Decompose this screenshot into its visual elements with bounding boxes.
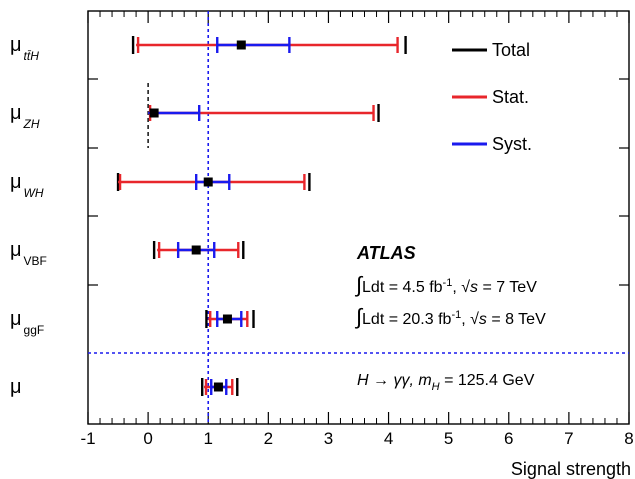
- x-axis-label: Signal strength: [511, 459, 631, 479]
- x-tick-label: 7: [564, 429, 573, 448]
- x-tick-label: -1: [80, 429, 95, 448]
- experiment-label: ATLAS: [356, 243, 416, 263]
- luminosity-7tev-label: ∫Ldt = 4.5 fb-1, √s = 7 TeV: [354, 272, 537, 297]
- plot-frame: [87, 10, 630, 425]
- measurement-row: [131, 36, 407, 54]
- x-tick-label: 0: [143, 429, 152, 448]
- measurement-row: [116, 173, 311, 191]
- row-label: μ WH: [10, 171, 44, 200]
- luminosity-8tev-label: ∫Ldt = 20.3 fb-1, √s = 8 TeV: [354, 304, 546, 329]
- row-label: μ ggF: [10, 308, 44, 337]
- legend-label: Total: [492, 40, 530, 60]
- central-value-marker: [222, 314, 232, 324]
- x-tick-label: 4: [384, 429, 393, 448]
- row-label: μ VBF: [10, 239, 47, 268]
- x-tick-label: 3: [324, 429, 333, 448]
- legend-label: Stat.: [492, 87, 529, 107]
- central-value-marker: [191, 245, 201, 255]
- measurement-row: [201, 378, 239, 396]
- row-label: μ ZH: [10, 102, 40, 131]
- x-tick-label: 1: [203, 429, 212, 448]
- measurement-row: [152, 241, 245, 259]
- x-tick-label: 8: [624, 429, 633, 448]
- x-tick-label: 2: [264, 429, 273, 448]
- channel-label: H → γγ, mH = 125.4 GeV: [357, 372, 535, 393]
- row-label: μ: [10, 376, 22, 398]
- row-label: μ tt̄H: [10, 34, 39, 63]
- central-value-marker: [203, 177, 213, 187]
- central-value-marker: [236, 40, 246, 50]
- measurement-row: [147, 83, 380, 148]
- central-value-marker: [213, 382, 223, 392]
- measurement-row: [205, 310, 255, 328]
- x-tick-label: 6: [504, 429, 513, 448]
- legend-label: Syst.: [492, 134, 532, 154]
- x-tick-label: 5: [444, 429, 453, 448]
- central-value-marker: [149, 108, 159, 118]
